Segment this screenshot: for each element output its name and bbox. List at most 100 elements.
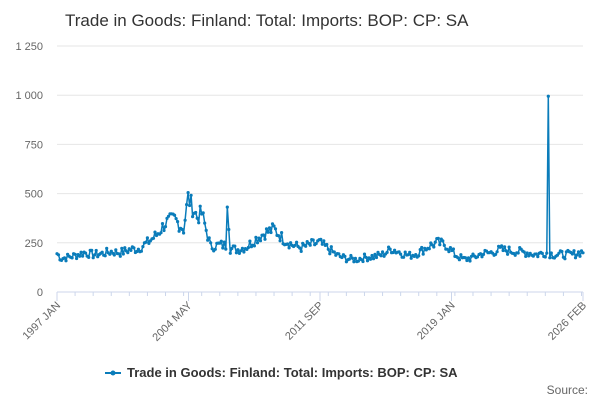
data-point (432, 245, 436, 249)
data-point (79, 250, 83, 254)
data-point (195, 216, 199, 220)
data-point (136, 247, 140, 251)
data-point (174, 217, 178, 221)
data-point (457, 258, 461, 262)
legend-item-label: Trade in Goods: Finland: Total: Imports:… (127, 365, 458, 380)
data-point (524, 254, 528, 258)
data-point (299, 249, 303, 253)
data-point (421, 252, 425, 256)
data-point (87, 255, 91, 259)
data-point (93, 253, 97, 257)
data-point (427, 247, 431, 251)
data-point (121, 252, 125, 256)
data-point (527, 254, 531, 258)
data-point (189, 193, 193, 197)
data-point (123, 246, 127, 250)
data-point (332, 250, 336, 254)
data-point (540, 251, 544, 255)
data-point (147, 241, 151, 245)
data-point (500, 244, 504, 248)
data-point (382, 254, 386, 258)
series-group (55, 94, 585, 264)
data-point (191, 215, 195, 219)
data-point (563, 257, 567, 261)
data-point (219, 239, 223, 243)
data-point (436, 236, 440, 240)
data-point (103, 254, 107, 258)
data-point (545, 251, 549, 255)
data-point (379, 254, 383, 258)
data-point (159, 231, 163, 235)
data-point (227, 227, 231, 232)
data-point (365, 259, 370, 263)
data-point (534, 252, 538, 256)
data-point (185, 203, 189, 207)
data-point (448, 246, 452, 250)
data-point (141, 245, 145, 249)
legend[interactable]: Trade in Goods: Finland: Total: Imports:… (105, 365, 458, 380)
data-point (388, 247, 392, 251)
data-point (264, 227, 269, 231)
data-point (280, 231, 284, 235)
data-point (222, 240, 226, 244)
data-point (112, 253, 116, 257)
data-point (380, 250, 385, 254)
data-point (325, 242, 329, 247)
data-point (173, 213, 177, 217)
data-point (399, 252, 403, 256)
data-point (166, 214, 171, 218)
x-tick-label: 2019 JAN (415, 300, 458, 343)
data-point (442, 243, 446, 247)
data-point (368, 257, 373, 261)
data-point (263, 237, 267, 241)
data-point (578, 254, 582, 258)
data-point (94, 248, 98, 253)
data-point (516, 251, 520, 255)
data-point (463, 256, 467, 260)
data-point (105, 246, 109, 250)
data-point (108, 252, 112, 256)
data-point (513, 253, 517, 257)
data-point (255, 241, 260, 245)
y-tick-label: 1 250 (15, 41, 43, 53)
data-point (575, 253, 579, 257)
data-point (349, 253, 353, 258)
data-point (576, 250, 581, 254)
data-point (364, 255, 368, 259)
data-point (240, 246, 244, 250)
data-point (361, 259, 365, 264)
data-point (236, 248, 240, 252)
data-point (465, 258, 469, 263)
data-point (91, 256, 95, 260)
data-point (81, 254, 85, 258)
x-tick-label: 2026 FEB (546, 300, 589, 343)
data-point (139, 249, 143, 253)
data-point (506, 252, 510, 256)
data-point (322, 239, 326, 243)
data-point (78, 254, 82, 258)
data-point (468, 259, 472, 263)
data-point (287, 246, 291, 250)
data-point (466, 256, 471, 260)
data-point (286, 242, 290, 246)
data-point (239, 249, 243, 253)
data-point (188, 203, 192, 208)
data-point (160, 222, 165, 226)
data-point (362, 252, 367, 256)
credits-source: Source: (547, 383, 588, 397)
y-tick-label: 0 (37, 287, 43, 299)
data-point (114, 248, 118, 252)
data-point (343, 254, 347, 258)
data-point (233, 244, 237, 248)
data-point (353, 256, 357, 260)
data-point (206, 238, 210, 242)
data-point (144, 240, 148, 244)
data-point (126, 251, 130, 255)
data-point (237, 251, 241, 255)
data-point (347, 257, 351, 261)
data-point (201, 211, 205, 215)
data-point (228, 251, 232, 255)
data-point (272, 224, 276, 228)
data-point (209, 241, 213, 245)
data-point (311, 238, 315, 242)
